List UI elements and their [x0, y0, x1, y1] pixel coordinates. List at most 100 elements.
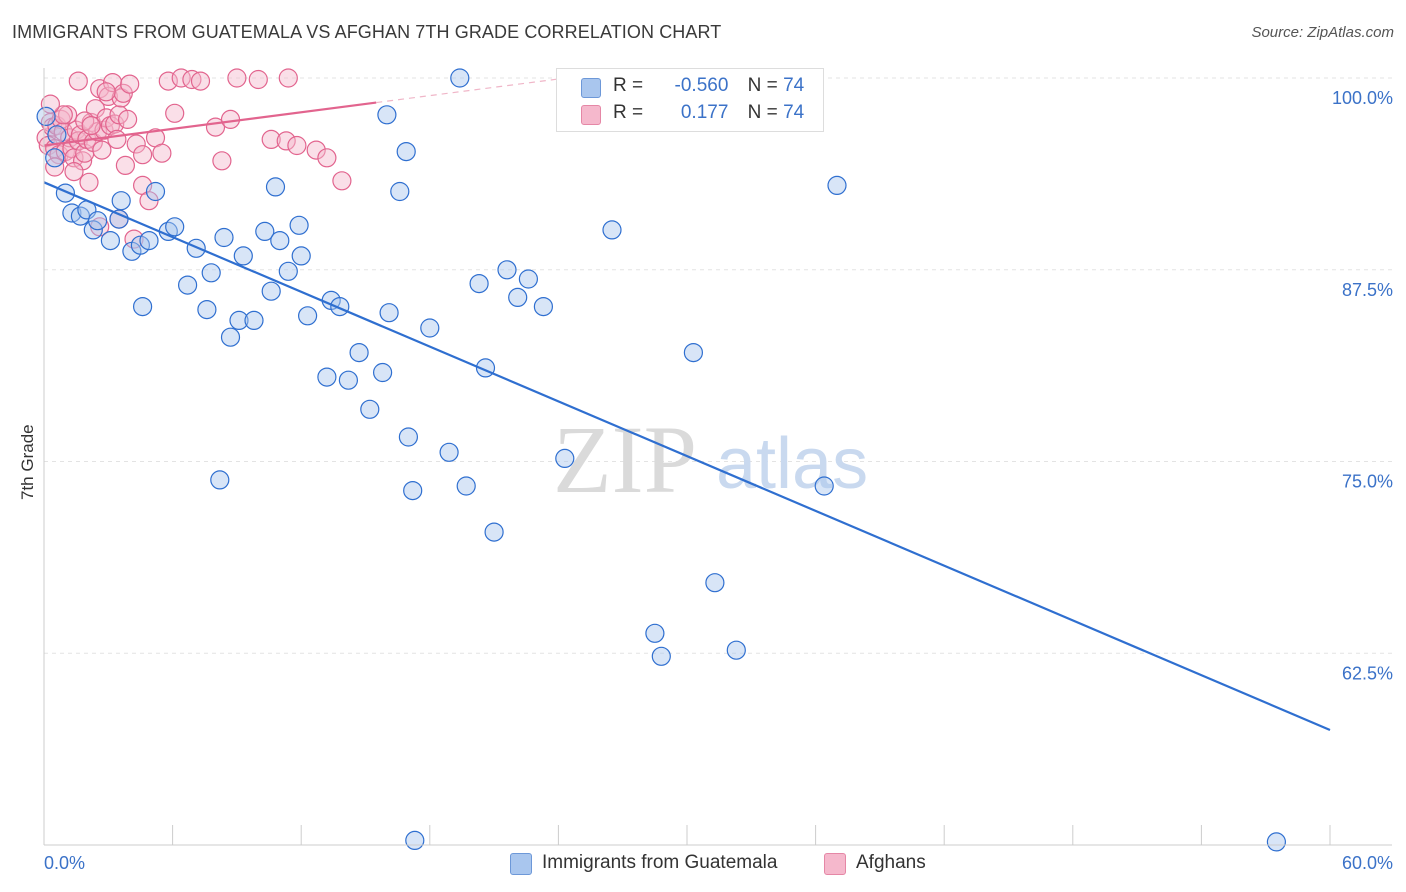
afghans-point — [92, 140, 112, 160]
guatemala-point — [145, 181, 166, 202]
guatemala-point — [317, 367, 337, 387]
afghans-point — [278, 68, 298, 88]
r-value: 0.177 — [680, 102, 729, 123]
guatemala-point — [827, 175, 847, 195]
correlation-legend: R = -0.560 N = 74 R = 0.177 N = 74 — [556, 68, 824, 132]
chart-title: IMMIGRANTS FROM GUATEMALA VS AFGHAN 7TH … — [12, 22, 722, 42]
afghans-trend-extension — [376, 78, 559, 104]
afghans-point — [212, 151, 232, 171]
afghans-point — [287, 135, 307, 156]
legend-swatch-afghans — [824, 853, 846, 875]
guatemala-point — [405, 830, 425, 851]
afghans-point — [120, 74, 140, 94]
afghans-point — [115, 155, 136, 175]
afghans-point — [79, 172, 99, 192]
guatemala-point — [518, 269, 539, 289]
guatemala-point — [178, 275, 198, 295]
y-tick-label: 75.0% — [1342, 472, 1393, 492]
guatemala-point — [602, 220, 622, 240]
guatemala-point — [201, 263, 221, 283]
y-tick-label: 100.0% — [1332, 88, 1393, 108]
guatemala-point — [83, 220, 103, 240]
afghans-point — [165, 103, 185, 123]
guatemala-point — [165, 217, 185, 237]
gridlines — [44, 77, 1392, 654]
guatemala-point — [265, 177, 286, 197]
r-label: R = — [613, 75, 644, 96]
afghans-point — [332, 171, 352, 191]
afghans-point — [261, 129, 281, 149]
guatemala-point — [683, 343, 704, 363]
guatemala-point — [229, 310, 249, 330]
guatemala-point — [289, 215, 309, 235]
guatemala-point — [197, 300, 217, 320]
guatemala-point — [705, 573, 725, 593]
afghans-point — [190, 71, 211, 91]
afghans-point — [40, 94, 61, 114]
r-label: R = — [613, 102, 644, 123]
guatemala-point — [469, 274, 489, 294]
n-value: 74 — [783, 75, 805, 96]
guatemala-point — [377, 105, 397, 125]
guatemala-point — [255, 221, 275, 241]
guatemala-point — [338, 370, 358, 390]
tick-labels: 62.5% 75.0% 87.5% 100.0% 0.0% 60.0% — [44, 88, 1393, 873]
afghans-point — [133, 145, 153, 165]
guatemala-point — [291, 246, 311, 266]
afghans-point — [126, 134, 146, 154]
afghans-point — [220, 109, 241, 130]
afghans-point — [81, 115, 101, 136]
afghans-point — [109, 105, 129, 125]
guatemala-point — [87, 211, 108, 231]
afghans-point — [107, 129, 127, 149]
afghans-point — [68, 71, 88, 91]
guatemala-point — [373, 362, 393, 383]
guatemala-point — [1266, 832, 1287, 852]
n-value: 74 — [783, 102, 805, 123]
afghans-point — [57, 105, 78, 125]
guatemala-point — [456, 476, 476, 496]
legend-label-guatemala: Immigrants from Guatemala — [542, 852, 778, 873]
afghans-point — [276, 131, 296, 151]
watermark-zip: ZIP — [553, 406, 697, 513]
guatemala-point — [360, 399, 380, 419]
n-label: N = — [747, 75, 778, 96]
legend-swatch-guatemala — [510, 853, 532, 875]
guatemala-point — [270, 231, 290, 251]
afghans-point — [306, 140, 326, 160]
y-tick-label: 62.5% — [1342, 663, 1393, 683]
guatemala-point — [726, 640, 746, 660]
guatemala-point — [244, 310, 264, 330]
guatemala-point — [214, 227, 234, 248]
guatemala-point — [814, 476, 834, 496]
guatemala-point — [220, 327, 241, 347]
guatemala-point — [233, 246, 253, 266]
afghans-point — [53, 105, 73, 125]
afghans-trend-line — [43, 101, 377, 147]
swatch-guatemala — [581, 78, 601, 98]
legend-label-afghans: Afghans — [856, 852, 926, 873]
guatemala-point — [439, 442, 459, 462]
r-value: -0.560 — [674, 75, 729, 96]
trend-lines — [43, 78, 1331, 731]
guatemala-point — [555, 448, 575, 468]
guatemala-point — [484, 522, 504, 542]
guatemala-point — [210, 470, 230, 490]
afghans-point — [152, 143, 172, 163]
guatemala-point — [130, 235, 150, 255]
guatemala-point — [379, 303, 399, 323]
x-tick-label-max: 60.0% — [1342, 853, 1393, 873]
guatemala-point — [450, 68, 470, 88]
guatemala-point — [349, 343, 369, 363]
guatemala-point — [508, 287, 528, 307]
guatemala-point — [139, 231, 159, 251]
guatemala-point — [298, 306, 318, 326]
afghans-point — [248, 69, 268, 90]
afghans-point — [227, 68, 247, 88]
guatemala-point — [278, 261, 298, 281]
guatemala-point — [100, 231, 121, 251]
guatemala-point — [47, 125, 67, 145]
watermark-atlas: atlas — [716, 424, 868, 504]
guatemala-point — [533, 297, 554, 317]
